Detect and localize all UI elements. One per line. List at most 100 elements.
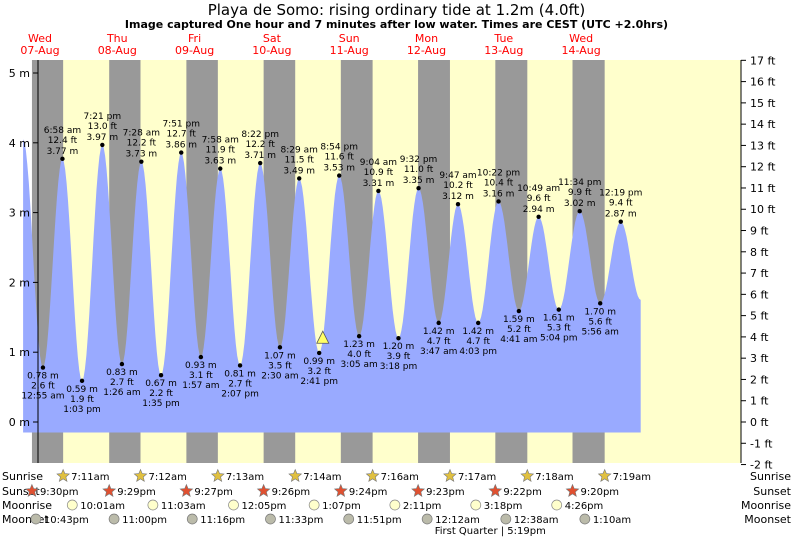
tide-time-label: 3:05 am (340, 360, 377, 370)
tide-point (100, 142, 105, 148)
moonrise-icon (66, 499, 78, 511)
tide-m-label: 3.63 m (204, 157, 236, 167)
tide-ft-label: 5.3 ft (547, 324, 571, 334)
tide-time-label: 1:03 pm (63, 405, 101, 415)
tide-ft-label: 12.2 ft (245, 140, 275, 150)
sunset-icon (411, 483, 426, 497)
tide-point (79, 378, 85, 384)
date-day-label: Mon (415, 32, 438, 45)
tide-m-label: 3.31 m (363, 179, 395, 189)
tide-m-label: 3.71 m (244, 151, 276, 161)
moonset-row-label-right: Moonset (744, 513, 791, 526)
tide-m-label: 1.20 m (383, 342, 415, 352)
tide-m-label: 3.02 m (564, 199, 596, 209)
tide-m-label: 3.49 m (283, 166, 315, 176)
tide-time-label: 1:35 pm (142, 399, 180, 409)
sunrise-row-label-right: Sunrise (750, 470, 791, 483)
moonrise-icon (470, 499, 482, 511)
moonset-icon (30, 513, 42, 525)
y-tick-label-ft: 5 ft (750, 310, 769, 323)
sunset-time: 9:26pm (272, 487, 311, 498)
date-label: 12-Aug (407, 44, 446, 57)
tide-ft-label: 3.2 ft (307, 367, 331, 377)
tide-m-label: 1.42 m (462, 327, 494, 337)
tide-time-label: 8:54 pm (320, 143, 358, 153)
tide-point (516, 308, 522, 314)
tide-point (496, 199, 501, 204)
sunset-time: 9:22pm (503, 487, 542, 498)
y-tick-label-ft: 16 ft (750, 76, 776, 89)
sunset-time: 9:27pm (194, 487, 233, 498)
moonrise-time: 12:05pm (242, 501, 287, 512)
moonset-icon (343, 513, 355, 525)
y-tick-label-ft: 17 ft (750, 54, 776, 67)
moonset-row-label-left: Moonset (2, 513, 49, 526)
tide-curve (23, 139, 641, 433)
tide-point (455, 202, 461, 207)
tide-ft-label: 5.2 ft (507, 325, 531, 335)
sunrise-icon (210, 468, 225, 482)
y-tick-label-ft: 1 ft (750, 395, 769, 408)
tide-m-label: 3.12 m (442, 192, 474, 202)
tide-time-label: 2:07 pm (221, 389, 259, 399)
tide-ft-label: 11.0 ft (404, 165, 434, 175)
tide-ft-label: 4.0 ft (347, 350, 371, 360)
y-tick-label-ft: 0 ft (750, 416, 769, 429)
sunrise-icon (443, 468, 457, 482)
moonset-time: 12:38am (514, 515, 559, 526)
moonrise-time: 2:11pm (403, 501, 442, 512)
tide-point (436, 320, 441, 326)
sunrise-time: 7:14am (303, 472, 341, 483)
sunset-icon (25, 483, 39, 497)
moonrise-icon (389, 499, 401, 511)
tide-m-label: 1.70 m (584, 307, 616, 317)
moonset-time: 11:33pm (278, 515, 323, 526)
sunrise-time: 7:19am (613, 472, 651, 483)
moonrise-icon (308, 499, 320, 511)
y-tick-label-ft: -1 ft (750, 437, 773, 450)
moonset-time: 11:51pm (357, 515, 402, 526)
tide-time-label: 4:41 am (500, 335, 537, 345)
sunset-time: 9:20pm (581, 487, 620, 498)
tide-time-label: 10:22 pm (477, 168, 520, 178)
moonset-time: 11:16pm (200, 515, 245, 526)
y-tick-label-ft: 10 ft (750, 203, 776, 216)
y-tick-label-ft: 12 ft (750, 161, 776, 174)
tide-time-label: 7:51 pm (162, 120, 200, 130)
tide-time-label: 9:32 pm (400, 155, 438, 165)
tide-point (297, 176, 302, 181)
tide-point (598, 301, 603, 306)
tide-time-label: 1:26 am (103, 388, 140, 398)
tide-point (416, 185, 421, 191)
tide-time-label: 10:49 am (517, 184, 560, 194)
tide-time-label: 11:34 pm (558, 178, 601, 188)
chart-title: Playa de Somo: rising ordinary tide at 1… (207, 1, 586, 19)
date-label: 13-Aug (484, 44, 523, 57)
moonrise-row-label-right: Moonrise (741, 499, 791, 512)
tide-ft-label: 11.6 ft (324, 153, 354, 163)
y-tick-label-m: 3 m (9, 207, 30, 220)
moonrise-time: 10:01am (80, 501, 125, 512)
sunrise-icon (365, 468, 380, 482)
tide-point (556, 307, 561, 312)
tide-ft-label: 10.2 ft (443, 181, 473, 191)
tide-ft-label: 10.4 ft (484, 178, 514, 188)
tide-ft-label: 9.6 ft (527, 194, 551, 204)
tide-time-label: 3:18 pm (380, 362, 418, 372)
y-tick-label-m: 1 m (9, 346, 30, 359)
moonrise-time: 1:07pm (322, 501, 361, 512)
sunset-time: 9:23pm (426, 487, 465, 498)
date-label: 14-Aug (561, 44, 600, 57)
tide-time-label: 2:30 am (261, 371, 298, 381)
sunrise-icon (597, 468, 612, 482)
tide-m-label: 3.97 m (86, 133, 118, 143)
date-label: 10-Aug (252, 44, 291, 57)
tide-m-label: 1.23 m (343, 340, 375, 350)
y-tick-label-ft: 2 ft (750, 373, 769, 386)
tide-m-label: 0.59 m (66, 385, 98, 395)
tide-m-label: 3.16 m (483, 189, 515, 199)
moonset-icon (186, 513, 198, 525)
sunrise-time: 7:17am (458, 472, 496, 483)
